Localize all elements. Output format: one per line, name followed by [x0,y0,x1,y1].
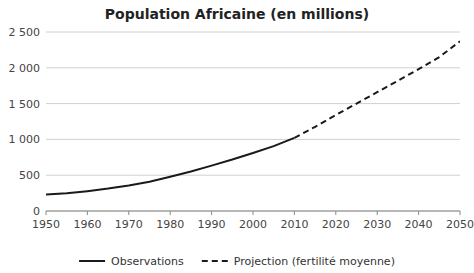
chart-svg: Population Africaine (en millions) 0 500 1 … [0,0,474,273]
legend-item: Projection (fertilité moyenne) [202,255,395,268]
y-grid-line [46,175,460,176]
x-tick-label: 1990 [198,218,226,231]
legend-handle [79,260,105,262]
y-tick-label: 0 [33,205,40,218]
x-tick [46,211,47,215]
y-tick-label: 2 500 [9,26,41,39]
series-line [294,41,460,138]
chart-container: Population Africaine (en millions) 0 500 1 … [0,0,474,273]
x-tick [87,211,88,215]
y-tick-label: 500 [19,169,40,182]
x-tick-label: 2040 [405,218,433,231]
x-tick [211,211,212,215]
x-tick [253,211,254,215]
x-tick [335,211,336,215]
y-grid-line [46,139,460,140]
y-grid-line [46,32,460,33]
y-grid-line [46,103,460,104]
legend-item: Observations [79,255,184,268]
x-tick-label: 2010 [280,218,308,231]
x-tick-label: 2030 [363,218,391,231]
x-tick [460,211,461,215]
y-tick-label: 1 000 [9,133,41,146]
x-tick [294,211,295,215]
legend-label: Observations [111,255,184,268]
legend-handle [202,260,228,262]
x-tick [418,211,419,215]
y-axis: 0 500 1 000 1 500 2 000 2 500 [9,26,461,218]
plot-lines [46,41,460,194]
x-tick [170,211,171,215]
y-grid-line [46,67,460,68]
x-tick-label: 1980 [156,218,184,231]
x-tick-label: 2000 [239,218,267,231]
x-tick [377,211,378,215]
legend-label: Projection (fertilité moyenne) [234,255,395,268]
x-tick [128,211,129,215]
legend: Observations Projection (fertilité moyenn… [79,255,395,268]
chart-title: Population Africaine (en millions) [105,6,369,22]
x-axis: 1950 1960 1970 1980 1990 2000 2010 2020 2030 2040… [32,211,474,231]
x-tick-label: 1960 [73,218,101,231]
x-tick-label: 2050 [446,218,474,231]
series-line [46,138,294,195]
x-tick-label: 1950 [32,218,60,231]
y-tick-label: 2 000 [9,62,41,75]
x-tick-label: 2020 [322,218,350,231]
y-tick-label: 1 500 [9,98,41,111]
x-tick-label: 1970 [115,218,143,231]
